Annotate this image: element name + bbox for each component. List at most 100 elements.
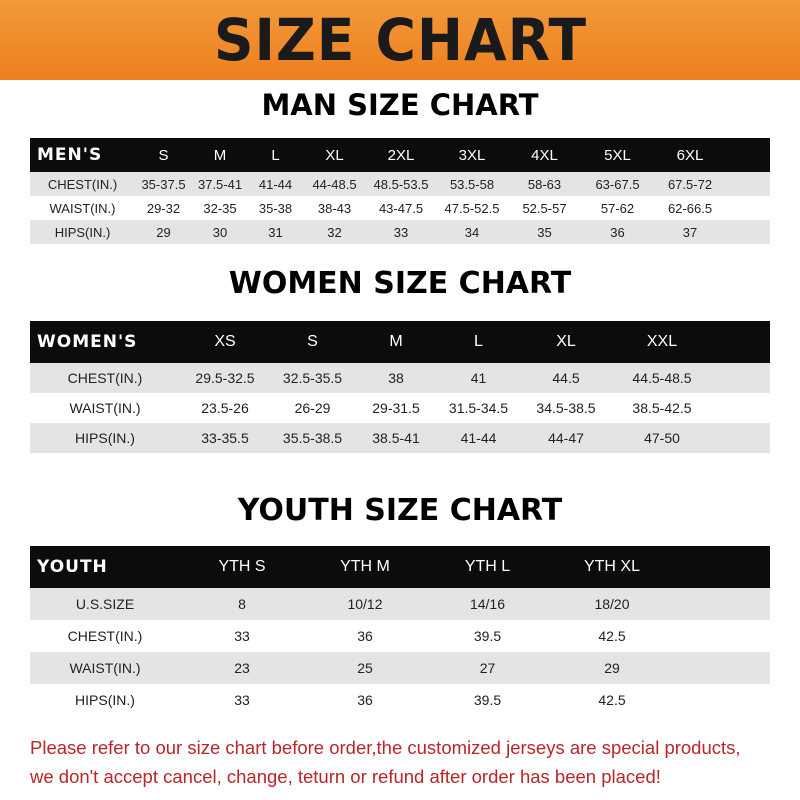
table-row: WAIST(IN.) 29-32 32-35 35-38 38-43 43-47.5 47.… xyxy=(30,196,770,220)
table-cell: 44-48.5 xyxy=(312,176,357,192)
table-cell: 35-38 xyxy=(258,200,293,216)
table-cell: 38.5-41 xyxy=(372,430,420,446)
table-cell: 34.5-38.5 xyxy=(536,400,596,416)
size-header: XL xyxy=(325,146,344,164)
table-row: HIPS(IN.) 33-35.5 35.5-38.5 38.5-41 41-44 44-… xyxy=(30,423,770,453)
table-row: WAIST(IN.) 23 25 27 29 xyxy=(30,652,770,684)
table-cell: 23.5-26 xyxy=(201,400,249,416)
table-cell: 41-44 xyxy=(460,430,497,446)
size-header: L xyxy=(271,146,280,164)
youth-section-title: YOUTH SIZE CHART xyxy=(237,493,563,528)
table-row: CHEST(IN.) 33 36 39.5 42.5 xyxy=(30,620,770,652)
row-label: CHEST(IN.) xyxy=(47,176,118,192)
table-cell: 37.5-41 xyxy=(197,176,243,192)
size-header: YTH M xyxy=(340,558,390,575)
table-cell: 35.5-38.5 xyxy=(282,430,343,446)
table-cell: 8 xyxy=(238,596,246,612)
table-cell: 42.5 xyxy=(598,692,626,708)
table-cell: 10/12 xyxy=(347,596,383,612)
table-cell: 31.5-34.5 xyxy=(448,400,509,416)
size-header: 2XL xyxy=(387,146,415,164)
table-cell: 33 xyxy=(393,224,409,240)
size-header: YTH S xyxy=(218,558,266,575)
table-cell: 29.5-32.5 xyxy=(195,370,255,386)
table-cell: 30 xyxy=(212,224,228,240)
size-header: L xyxy=(474,333,483,350)
table-cell: 18/20 xyxy=(594,596,630,612)
table-cell: 36 xyxy=(357,628,373,644)
table-cell: 44-47 xyxy=(548,430,584,446)
table-cell: 38 xyxy=(388,370,404,386)
table-cell: 42.5 xyxy=(598,628,626,644)
size-header: M xyxy=(389,333,403,350)
table-cell: 36 xyxy=(357,692,373,708)
women-size-table: WOMEN'S XS S M L XL XXL CHEST(IN.) 29.5-32.5 32.5… xyxy=(30,321,770,453)
table-cell: 44.5 xyxy=(552,370,580,386)
size-header: S xyxy=(158,146,169,164)
table-cell: 47-50 xyxy=(644,430,680,446)
size-header: S xyxy=(307,333,318,350)
size-header: 5XL xyxy=(604,146,631,164)
table-cell: 27 xyxy=(479,660,496,676)
table-cell: 52.5-57 xyxy=(522,200,567,216)
table-row: CHEST(IN.) 29.5-32.5 32.5-35.5 38 41 44.5 44.5… xyxy=(30,363,770,393)
size-header: YTH XL xyxy=(583,558,640,575)
size-header: 4XL xyxy=(531,146,558,164)
table-cell: 58-63 xyxy=(527,176,562,192)
table-header-label: WOMEN'S xyxy=(37,332,138,352)
row-label: CHEST(IN.) xyxy=(67,370,143,386)
table-cell: 41 xyxy=(470,370,487,386)
size-header: 6XL xyxy=(676,146,704,164)
size-header: XXL xyxy=(646,333,678,350)
table-cell: 25 xyxy=(357,660,373,676)
table-cell: 38.5-42.5 xyxy=(632,400,692,416)
size-header: XL xyxy=(556,333,576,350)
table-row: CHEST(IN.) 35-37.5 37.5-41 41-44 44-48.5 48.5… xyxy=(30,172,770,196)
size-header: YTH L xyxy=(464,558,511,575)
table-cell: 33 xyxy=(234,692,250,708)
table-cell: 34 xyxy=(464,224,480,240)
table-cell: 39.5 xyxy=(473,692,502,708)
men-section-title: MAN SIZE CHART xyxy=(261,88,539,122)
table-cell: 53.5-58 xyxy=(449,176,495,192)
table-cell: 67.5-72 xyxy=(667,176,713,192)
table-row: U.S.SIZE 8 10/12 14/16 18/20 xyxy=(30,588,770,620)
size-header: XS xyxy=(214,333,236,350)
table-cell: 37 xyxy=(682,224,698,240)
banner-title: SIZE CHART xyxy=(213,6,587,74)
table-cell: 29-32 xyxy=(146,200,181,216)
table-cell: 32 xyxy=(327,224,342,240)
row-label: WAIST(IN.) xyxy=(69,400,141,416)
table-cell: 23 xyxy=(234,660,250,676)
table-header-row: WOMEN'S XS S M L XL XXL xyxy=(30,321,770,363)
row-label: HIPS(IN.) xyxy=(54,224,111,240)
table-cell: 57-62 xyxy=(600,200,635,216)
table-cell: 31 xyxy=(268,224,283,240)
table-cell: 33 xyxy=(234,628,250,644)
table-cell: 62-66.5 xyxy=(667,200,713,216)
table-cell: 14/16 xyxy=(469,596,506,612)
table-cell: 32.5-35.5 xyxy=(282,370,343,386)
table-header-row: MEN'S S M L XL 2XL 3XL 4XL 5XL 6XL xyxy=(30,138,770,172)
table-cell: 44.5-48.5 xyxy=(632,370,692,386)
size-chart-banner: SIZE CHART xyxy=(0,0,800,80)
table-row: HIPS(IN.) 29 30 31 32 33 34 35 36 37 xyxy=(30,220,770,244)
table-cell: 26-29 xyxy=(294,400,331,416)
row-label: U.S.SIZE xyxy=(75,596,135,612)
youth-size-table: YOUTH YTH S YTH M YTH L YTH XL U.S.SIZE 8 10/12… xyxy=(30,546,770,716)
table-cell: 29-31.5 xyxy=(372,400,420,416)
row-label: HIPS(IN.) xyxy=(75,692,135,708)
table-header-row: YOUTH YTH S YTH M YTH L YTH XL xyxy=(30,546,770,588)
table-row: HIPS(IN.) 33 36 39.5 42.5 xyxy=(30,684,770,716)
table-cell: 35 xyxy=(537,224,552,240)
table-cell: 63-67.5 xyxy=(595,176,640,192)
table-cell: 32-35 xyxy=(203,200,237,216)
row-label: CHEST(IN.) xyxy=(67,628,143,644)
table-cell: 29 xyxy=(604,660,620,676)
disclaimer-line-2: we don't accept cancel, change, teturn o… xyxy=(30,766,661,787)
table-cell: 39.5 xyxy=(473,628,502,644)
table-row: WAIST(IN.) 23.5-26 26-29 29-31.5 31.5-34.5 34… xyxy=(30,393,770,423)
table-cell: 33-35.5 xyxy=(201,430,249,446)
disclaimer-note: Please refer to our size chart before or… xyxy=(30,733,790,791)
table-header-label: YOUTH xyxy=(37,557,108,577)
